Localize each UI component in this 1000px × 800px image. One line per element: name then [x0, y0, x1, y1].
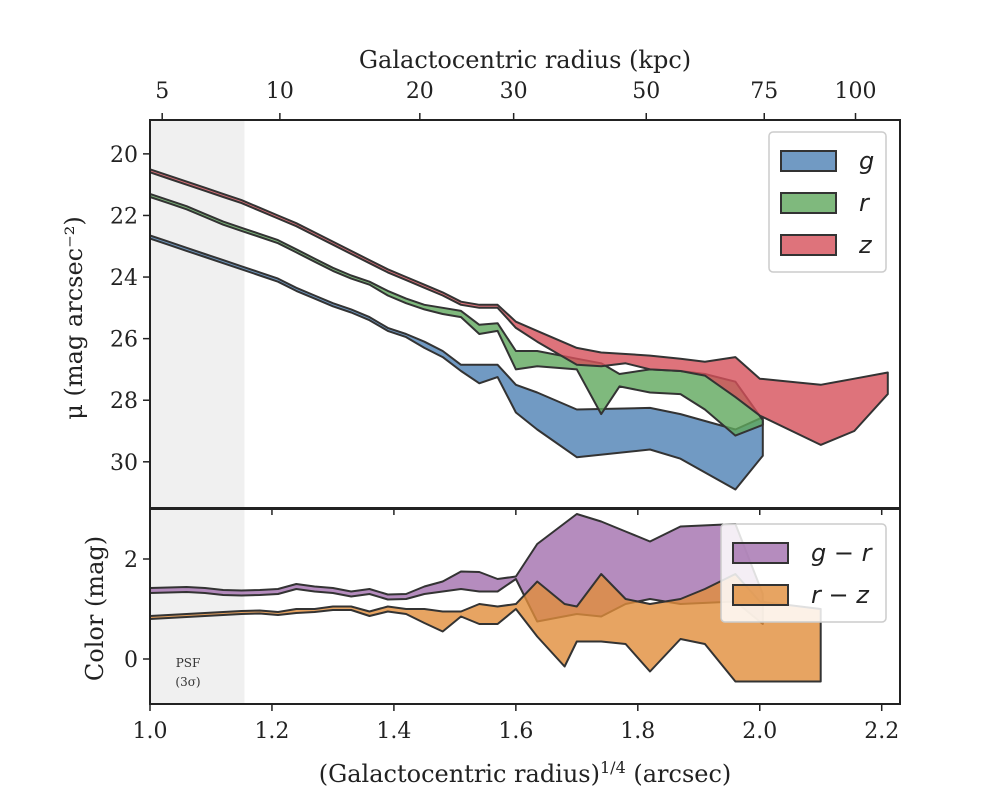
surface-brightness-panel: 20 22 24 26 28 30 5 10 20 30 50 75 100 Galactocentr…	[60, 46, 901, 515]
mu-r-band	[149, 192, 764, 437]
mu-g-band	[149, 234, 764, 491]
x-tick-label: 1.8	[620, 719, 655, 744]
y-tick-label: 30	[110, 451, 138, 476]
color-legend-label: g − r	[811, 539, 874, 567]
kpc-tick-label: 50	[632, 79, 660, 104]
kpc-axis-label: Galactocentric radius (kpc)	[359, 46, 691, 74]
mu-z-band	[149, 168, 889, 446]
color-y-tick-label: 2	[124, 548, 138, 573]
kpc-tick-label: 100	[835, 79, 877, 104]
y-tick-label: 20	[110, 143, 138, 168]
mu-axis-label: μ (mag arcsec⁻²)	[60, 216, 88, 419]
psf-band-bottom	[150, 509, 245, 704]
radius-axis-label-unit: (arcsec)	[626, 760, 732, 788]
x-tick-label: 1.6	[498, 719, 533, 744]
color-rz-band	[149, 573, 822, 683]
kpc-tick-label: 10	[266, 79, 294, 104]
x-tick-label: 2.0	[742, 719, 777, 744]
psf-band-top	[150, 120, 245, 508]
top-kpc-ticks: 5 10 20 30 50 75 100	[155, 79, 877, 120]
color-legend-swatch	[732, 542, 789, 564]
color-y-tick-label: 0	[124, 648, 138, 673]
kpc-tick-label: 5	[155, 79, 169, 104]
psf-sigma-label: (3σ)	[175, 675, 200, 689]
color-axis-label: Color (mag)	[81, 536, 109, 681]
y-tick-label: 28	[110, 389, 138, 414]
kpc-tick-label: 75	[750, 79, 778, 104]
radius-axis-label: (Galactocentric radius)1/4 (arcsec)	[319, 758, 732, 789]
radius-axis-label-sup: 1/4	[600, 758, 626, 777]
mu-legend-label: g	[859, 147, 874, 175]
bottom-y-ticks: 02	[124, 548, 150, 673]
surface-brightness-series	[149, 168, 889, 491]
radius-axis-label-main: (Galactocentric radius)	[319, 760, 600, 788]
color-series	[149, 513, 822, 683]
y-tick-label: 26	[110, 328, 138, 353]
bottom-legend: g − r r − z	[720, 523, 887, 623]
x-tick-label: 1.4	[376, 719, 411, 744]
mu-legend-swatch	[780, 150, 837, 172]
top-legend: grz	[768, 131, 887, 273]
x-tick-label: 1.2	[254, 719, 289, 744]
x-tick-label: 2.2	[864, 719, 899, 744]
x-tick-label: 1.0	[133, 719, 168, 744]
top-y-ticks: 20 22 24 26 28 30	[110, 143, 150, 476]
bottom-x-ticks: 1.0 1.2 1.4 1.6 1.8 2.0 2.2	[133, 704, 899, 744]
color-legend-label: r − z	[811, 581, 870, 609]
mu-legend-label: z	[858, 231, 873, 259]
y-tick-label: 22	[110, 204, 138, 229]
mu-legend-label: r	[859, 189, 871, 217]
kpc-tick-label: 20	[406, 79, 434, 104]
y-tick-label: 24	[110, 266, 138, 291]
color-panel: 02 1.0 1.2 1.4 1.6 1.8 2.0 2.2 (Galactocentric…	[81, 508, 901, 789]
mu-legend-swatch	[780, 234, 837, 256]
psf-label: PSF	[176, 656, 201, 670]
mu-legend-swatch	[780, 192, 837, 214]
bottom-axes-frame	[149, 508, 901, 705]
color-legend-swatch	[732, 584, 789, 606]
kpc-tick-label: 30	[500, 79, 528, 104]
